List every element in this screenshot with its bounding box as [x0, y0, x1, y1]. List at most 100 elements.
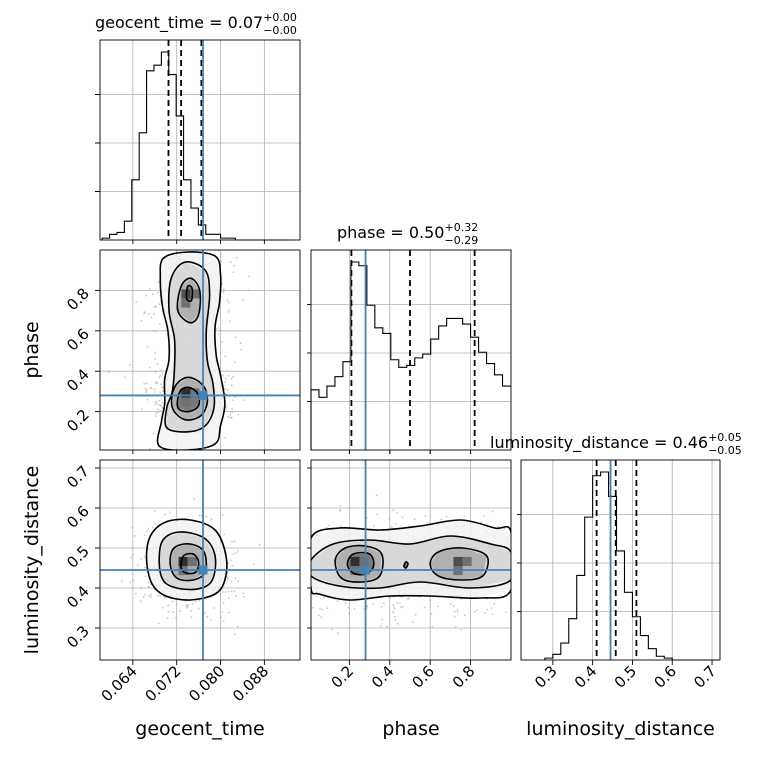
sample-point	[161, 407, 164, 410]
sample-point	[454, 616, 456, 618]
sample-point	[248, 275, 250, 278]
sample-point	[230, 590, 233, 593]
sample-point	[503, 527, 506, 530]
sample-point	[185, 243, 187, 245]
sample-point	[161, 606, 164, 609]
sample-point	[456, 608, 459, 611]
sample-point	[497, 526, 499, 528]
sample-point	[220, 253, 223, 256]
x-tick-label: 0.088	[229, 662, 272, 705]
sample-point	[306, 585, 308, 587]
sample-point	[139, 600, 142, 603]
sample-point	[145, 382, 148, 385]
sample-point	[144, 575, 147, 578]
sample-point	[175, 603, 178, 606]
sample-point	[132, 554, 135, 556]
sample-point	[234, 396, 237, 398]
sample-point	[386, 625, 389, 628]
sample-point	[227, 301, 230, 304]
sample-point	[159, 375, 162, 377]
sample-point	[336, 600, 339, 602]
sample-point	[154, 351, 157, 354]
x-axis-label: phase	[382, 718, 439, 740]
sample-point	[252, 563, 255, 566]
sample-point	[303, 577, 305, 579]
sample-point	[143, 382, 146, 385]
x-axis-geocent-time: 0.064 0.072 0.080 0.088 geocent_time	[98, 660, 272, 740]
sample-point	[453, 610, 456, 613]
sample-point	[505, 611, 507, 614]
title-text: luminosity_distance = 0.46	[490, 433, 708, 453]
x-tick-label: 0.080	[185, 662, 228, 705]
sample-point	[160, 404, 163, 407]
hist-panel-luminosity-distance: luminosity_distance = 0.46+0.05−0.05	[490, 431, 742, 661]
sample-point	[149, 387, 152, 390]
sample-point	[160, 369, 163, 372]
sample-point	[394, 615, 396, 618]
y-tick-label: 0.5	[63, 542, 93, 572]
sample-point	[158, 303, 161, 306]
sample-point	[186, 606, 189, 609]
sample-point	[223, 533, 226, 536]
sample-point	[167, 604, 170, 607]
sample-point	[227, 576, 230, 579]
sample-point	[159, 391, 162, 394]
title-geocent-time: geocent_time = 0.07+0.00	[95, 11, 297, 33]
sample-point	[484, 611, 486, 614]
sample-point	[390, 525, 393, 528]
sample-point	[154, 358, 157, 360]
sample-point	[396, 511, 399, 514]
histogram-geocent-time	[101, 51, 295, 241]
sample-point	[231, 399, 234, 401]
sample-point	[219, 329, 222, 332]
sample-point	[533, 546, 535, 548]
sample-point	[234, 361, 237, 364]
sample-point	[159, 595, 161, 597]
sample-point	[232, 271, 235, 274]
sample-point	[180, 627, 183, 629]
sample-point	[587, 541, 589, 543]
sample-point	[264, 586, 267, 589]
sample-point	[396, 623, 399, 625]
sample-point	[523, 579, 525, 581]
sample-point	[294, 549, 296, 551]
sample-point	[234, 633, 236, 635]
sample-point	[234, 577, 237, 580]
sample-point	[456, 611, 459, 613]
sample-point	[152, 432, 155, 435]
sample-point	[210, 619, 213, 621]
sample-point	[169, 511, 171, 514]
sample-point	[144, 566, 147, 569]
sample-point	[158, 399, 160, 402]
density-bin	[190, 289, 200, 299]
sample-point	[274, 571, 276, 573]
sample-point	[406, 598, 409, 600]
sample-point	[121, 580, 123, 582]
sample-point	[130, 556, 133, 559]
sample-point	[546, 538, 548, 540]
panel-frame	[520, 459, 721, 661]
sample-point	[236, 625, 239, 628]
sample-point	[394, 523, 397, 525]
sample-point	[161, 372, 164, 375]
sample-point	[463, 515, 466, 517]
title-upper-error: +0.00	[263, 11, 297, 24]
sample-point	[228, 309, 230, 311]
sample-point	[205, 515, 208, 518]
sample-point	[198, 514, 201, 517]
sample-point	[388, 517, 391, 520]
sample-point	[143, 312, 146, 315]
density-bin	[359, 556, 369, 566]
sample-point	[153, 391, 156, 393]
sample-point	[156, 362, 159, 365]
sample-point	[175, 616, 177, 619]
density-bin	[178, 556, 188, 566]
contour-line	[334, 544, 384, 583]
y-tick-label: 0.4	[63, 582, 93, 612]
density-bin	[453, 556, 463, 566]
y-tick-label: 0.8	[63, 285, 93, 315]
sample-point	[483, 515, 486, 518]
sample-point	[317, 614, 320, 617]
sample-point	[150, 316, 153, 319]
sample-point	[157, 291, 160, 294]
